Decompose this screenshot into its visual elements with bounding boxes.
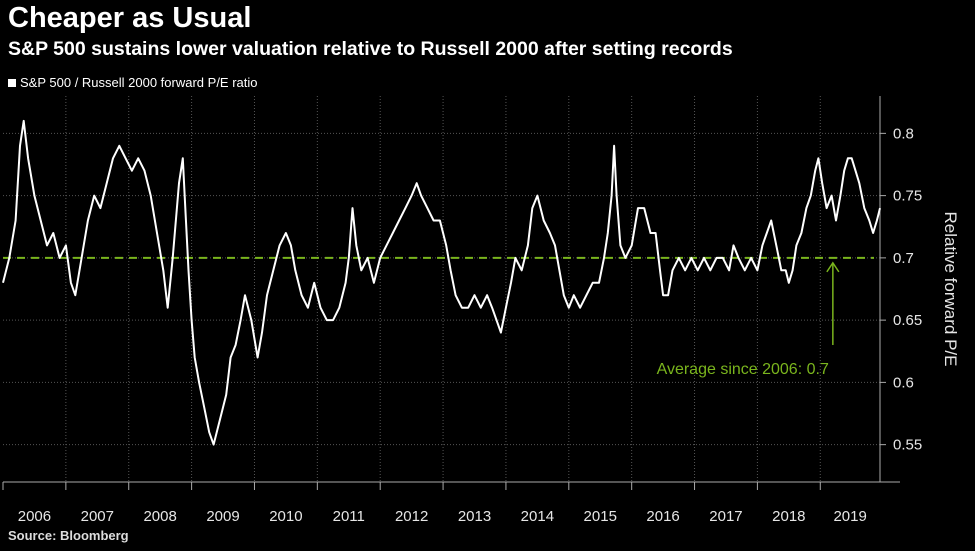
average-arrow-head xyxy=(826,261,840,273)
y-tick-label: 0.7 xyxy=(893,250,914,267)
chart-subtitle: S&P 500 sustains lower valuation relativ… xyxy=(8,38,733,60)
y-tick-label: 0.55 xyxy=(893,437,922,454)
x-tick-label: 2010 xyxy=(269,508,302,525)
y-tick-labels: 0.55 0.6 0.65 0.7 0.75 0.8 xyxy=(893,125,922,453)
legend: S&P 500 / Russell 2000 forward P/E ratio xyxy=(8,75,258,90)
x-tick-label: 2011 xyxy=(333,508,365,525)
chart-title: Cheaper as Usual xyxy=(8,2,252,34)
x-tick-label: 2012 xyxy=(395,508,428,525)
x-tick-label: 2008 xyxy=(143,508,176,525)
series-group xyxy=(2,119,881,446)
x-tick-labels: 2006 2007 2008 2009 2010 2011 2012 2013 2014 2015… xyxy=(18,508,867,525)
x-tick-label: 2018 xyxy=(772,508,805,525)
average-line-group xyxy=(3,256,874,345)
grid-lines xyxy=(3,96,880,482)
x-tick-label: 2019 xyxy=(833,508,866,525)
x-tick-label: 2006 xyxy=(18,508,51,525)
axes xyxy=(2,96,900,490)
x-tick-label: 2007 xyxy=(81,508,114,525)
y-tick-label: 0.75 xyxy=(893,188,922,205)
x-tick-label: 2013 xyxy=(458,508,491,525)
x-tick-label: 2015 xyxy=(584,508,617,525)
x-tick-label: 2016 xyxy=(646,508,679,525)
average-annotation: Average since 2006: 0.7 xyxy=(657,361,829,378)
y-tick-label: 0.6 xyxy=(893,374,914,391)
legend-label: S&P 500 / Russell 2000 forward P/E ratio xyxy=(20,75,258,90)
x-tick-label: 2017 xyxy=(709,508,742,525)
y-tick-label: 0.8 xyxy=(893,125,914,142)
x-tick-label: 2014 xyxy=(521,508,554,525)
x-tick-label: 2009 xyxy=(206,508,239,525)
series-line xyxy=(2,119,881,446)
y-axis-label: Relative forward P/E xyxy=(941,212,960,367)
legend-swatch xyxy=(8,78,16,87)
source-note: Source: Bloomberg xyxy=(8,528,129,543)
y-tick-label: 0.65 xyxy=(893,312,922,329)
